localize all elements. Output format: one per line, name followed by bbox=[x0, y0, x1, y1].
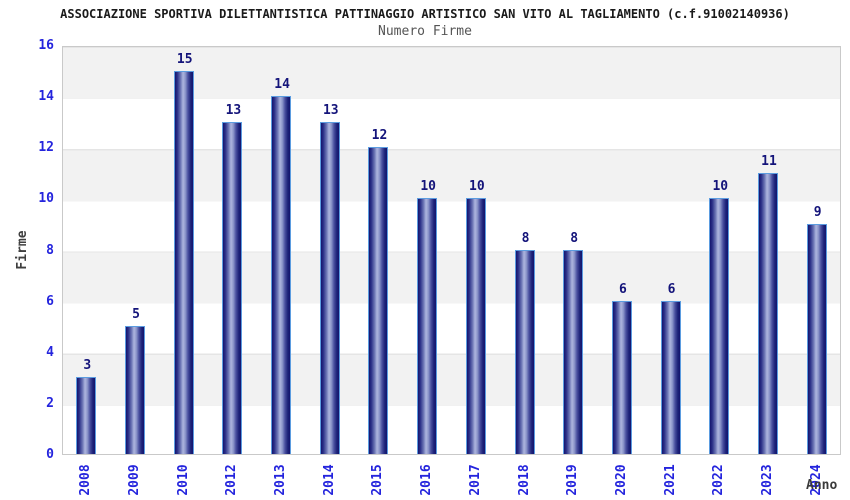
x-tick-2020: 2020 bbox=[613, 464, 629, 496]
bar-2008 bbox=[76, 377, 97, 454]
bar-value-label-2013: 14 bbox=[274, 77, 290, 93]
bar-2022 bbox=[709, 198, 730, 454]
bar-value-label-2010: 15 bbox=[176, 51, 193, 67]
y-tick-8: 8 bbox=[46, 242, 54, 258]
x-tick-2017: 2017 bbox=[467, 464, 483, 496]
x-tick-2016: 2016 bbox=[419, 464, 435, 496]
bar-2015 bbox=[368, 147, 389, 454]
y-tick-10: 10 bbox=[38, 191, 54, 207]
bar-2009 bbox=[125, 326, 146, 454]
bar-value-label-2015: 12 bbox=[371, 128, 388, 144]
x-tick-2015: 2015 bbox=[370, 464, 386, 496]
bar-value-label-2023: 11 bbox=[761, 153, 777, 169]
bar-2019 bbox=[563, 249, 584, 454]
bar-value-label-2014: 13 bbox=[322, 102, 339, 118]
x-tick-2018: 2018 bbox=[516, 464, 532, 496]
bar-2016 bbox=[417, 198, 438, 454]
x-tick-2012: 2012 bbox=[224, 464, 240, 496]
y-tick-16: 16 bbox=[38, 38, 54, 53]
bar-value-label-2017: 10 bbox=[469, 179, 485, 195]
y-tick-0: 0 bbox=[46, 447, 54, 462]
y-tick-14: 14 bbox=[38, 89, 54, 105]
bar-value-label-2008: 3 bbox=[83, 358, 92, 374]
x-tick-2022: 2022 bbox=[711, 464, 727, 496]
y-tick-6: 6 bbox=[46, 293, 54, 309]
chart-title: ASSOCIAZIONE SPORTIVA DILETTANTISTICA PA… bbox=[60, 7, 790, 21]
chart-subtitle: Numero Firme bbox=[378, 24, 472, 39]
x-tick-2008: 2008 bbox=[78, 464, 94, 496]
y-tick-2: 2 bbox=[46, 395, 54, 411]
bar-2013 bbox=[271, 96, 292, 454]
bar-2018 bbox=[514, 249, 535, 454]
bar-value-label-2022: 10 bbox=[712, 179, 729, 195]
x-tick-2014: 2014 bbox=[321, 464, 337, 496]
x-tick-2009: 2009 bbox=[127, 464, 143, 496]
bar-2020 bbox=[611, 300, 632, 454]
bar-2014 bbox=[319, 121, 340, 454]
x-tick-2013: 2013 bbox=[273, 464, 289, 496]
bar-value-label-2009: 5 bbox=[132, 307, 140, 323]
bar-2012 bbox=[222, 121, 243, 454]
plot-area: 3 5 15 13 14 13 12 10 10 8 8 6 6 10 11 9 bbox=[62, 46, 841, 455]
bar-value-label-2016: 10 bbox=[420, 179, 436, 195]
y-tick-12: 12 bbox=[38, 140, 54, 156]
bar-2023 bbox=[757, 172, 778, 454]
bar-value-label-2012: 13 bbox=[225, 102, 242, 118]
bar-2024 bbox=[806, 223, 827, 454]
bar-value-label-2018: 8 bbox=[521, 230, 530, 246]
x-tick-2021: 2021 bbox=[662, 464, 678, 496]
bar-2017 bbox=[465, 198, 486, 454]
bar-value-label-2021: 6 bbox=[667, 281, 676, 297]
x-tick-2010: 2010 bbox=[175, 464, 191, 496]
x-axis-title: Anno bbox=[806, 478, 838, 493]
x-tick-2019: 2019 bbox=[565, 464, 581, 496]
bar-value-label-2019: 8 bbox=[570, 230, 579, 246]
bar-value-label-2024: 9 bbox=[813, 204, 822, 220]
y-tick-4: 4 bbox=[46, 344, 54, 360]
bar-value-label-2020: 6 bbox=[618, 281, 627, 297]
x-tick-2023: 2023 bbox=[759, 464, 775, 496]
bar-2021 bbox=[660, 300, 681, 454]
bar-2010 bbox=[173, 70, 194, 454]
